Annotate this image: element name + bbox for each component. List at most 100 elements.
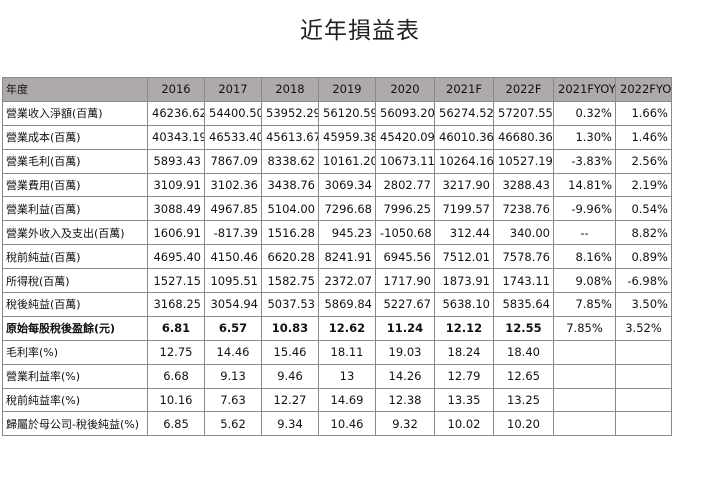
value-cell: 3288.43	[493, 172, 554, 198]
value-cell: 12.12	[434, 315, 494, 341]
value-cell: 1516.28	[261, 220, 319, 246]
yoy-cell: 7.85%	[553, 292, 616, 317]
value-cell: 6.68	[147, 363, 205, 389]
value-cell: 9.46	[261, 363, 319, 389]
value-cell: 56274.52	[434, 100, 494, 126]
value-cell: 10527.19	[493, 148, 554, 174]
value-cell: 6945.56	[375, 244, 435, 270]
value-cell: 4967.85	[204, 196, 262, 222]
value-cell: 6.81	[147, 315, 205, 341]
value-cell: 56093.20	[375, 100, 435, 126]
header-cell: 2021FYOY	[553, 77, 616, 102]
value-cell: 18.24	[434, 339, 494, 365]
value-cell: 7578.76	[493, 244, 554, 270]
table-row: 歸屬於母公司-稅後純益(%) 6.85 5.62 9.34 10.46 9.32 10.02…	[2, 411, 672, 437]
value-cell: 5104.00	[261, 196, 319, 222]
table-row: 毛利率(%) 12.75 14.46 15.46 18.11 19.03 18.24 18.4…	[2, 339, 672, 365]
value-cell: 5.62	[204, 411, 262, 437]
value-cell: 12.75	[147, 339, 205, 365]
yoy-cell	[553, 339, 616, 365]
value-cell: 13.25	[493, 387, 554, 413]
value-cell: 46680.36	[493, 124, 554, 150]
value-cell: 1527.15	[147, 268, 205, 294]
value-cell: 53952.29	[261, 100, 319, 126]
value-cell: 945.23	[318, 220, 376, 246]
value-cell: 7296.68	[318, 196, 376, 222]
value-cell: 10.02	[434, 411, 494, 437]
value-cell: 3109.91	[147, 172, 205, 198]
row-label: 營業毛利(百萬)	[2, 148, 148, 174]
yoy-cell	[615, 411, 672, 437]
yoy-cell: 2.19%	[615, 172, 672, 198]
value-cell: -1050.68	[375, 220, 435, 246]
yoy-cell	[553, 411, 616, 437]
value-cell: 46533.40	[204, 124, 262, 150]
value-cell: 7867.09	[204, 148, 262, 174]
yoy-cell: 2.56%	[615, 148, 672, 174]
value-cell: 12.65	[493, 363, 554, 389]
value-cell: 2802.77	[375, 172, 435, 198]
value-cell: 9.13	[204, 363, 262, 389]
value-cell: 312.44	[434, 220, 494, 246]
yoy-cell: 8.16%	[553, 244, 616, 270]
yoy-cell: 1.30%	[553, 124, 616, 150]
value-cell: 3168.25	[147, 292, 205, 317]
yoy-cell: -9.96%	[553, 196, 616, 222]
value-cell: 6.57	[204, 315, 262, 341]
value-cell: 10.20	[493, 411, 554, 437]
value-cell: 12.55	[493, 315, 554, 341]
value-cell: 1582.75	[261, 268, 319, 294]
value-cell: 8241.91	[318, 244, 376, 270]
value-cell: 6620.28	[261, 244, 319, 270]
value-cell: 7996.25	[375, 196, 435, 222]
value-cell: 3438.76	[261, 172, 319, 198]
row-label: 營業成本(百萬)	[2, 124, 148, 150]
yoy-cell	[615, 339, 672, 365]
table-row: 稅前純益(百萬) 4695.40 4150.46 6620.28 8241.91 6945…	[2, 244, 672, 270]
value-cell: 1095.51	[204, 268, 262, 294]
value-cell: 45420.09	[375, 124, 435, 150]
row-label: 稅後純益(百萬)	[2, 292, 148, 317]
value-cell: 8338.62	[261, 148, 319, 174]
value-cell: 56120.59	[318, 100, 376, 126]
value-cell: 9.34	[261, 411, 319, 437]
header-cell: 2021F	[434, 77, 494, 102]
header-label-cell: 年度	[2, 77, 148, 102]
value-cell: 3069.34	[318, 172, 376, 198]
value-cell: 1606.91	[147, 220, 205, 246]
table-row: 營業成本(百萬) 40343.19 46533.40 45613.67 45959.38…	[2, 124, 672, 150]
value-cell: 1873.91	[434, 268, 494, 294]
value-cell: 18.40	[493, 339, 554, 365]
value-cell: 5037.53	[261, 292, 319, 317]
table-row: 所得稅(百萬) 1527.15 1095.51 1582.75 2372.07 1717.…	[2, 268, 672, 294]
table-row: 營業外收入及支出(百萬) 1606.91 -817.39 1516.28 945.23-…	[2, 220, 672, 246]
value-cell: 12.62	[318, 315, 376, 341]
yoy-cell: 8.82%	[615, 220, 672, 246]
table-row: 營業毛利(百萬) 5893.43 7867.09 8338.62 10161.20 106…	[2, 148, 672, 174]
value-cell: 7512.01	[434, 244, 494, 270]
value-cell: 13.35	[434, 387, 494, 413]
value-cell: 7.63	[204, 387, 262, 413]
yoy-cell	[553, 387, 616, 413]
value-cell: 5869.84	[318, 292, 376, 317]
yoy-cell: 3.50%	[615, 292, 672, 317]
table-header-row: 年度 2016 2017 2018 2019 2020 2021F 2022F 2021FYOY…	[2, 77, 672, 102]
value-cell: 19.03	[375, 339, 435, 365]
row-label: 毛利率(%)	[2, 339, 148, 365]
yoy-cell: 7.85%	[553, 315, 616, 341]
yoy-cell	[615, 387, 672, 413]
row-label: 所得稅(百萬)	[2, 268, 148, 294]
value-cell: 46236.62	[147, 100, 205, 126]
yoy-cell: -6.98%	[615, 268, 672, 294]
value-cell: 57207.55	[493, 100, 554, 126]
value-cell: 18.11	[318, 339, 376, 365]
value-cell: 9.32	[375, 411, 435, 437]
value-cell: 12.79	[434, 363, 494, 389]
value-cell: 5227.67	[375, 292, 435, 317]
value-cell: 12.27	[261, 387, 319, 413]
value-cell: 12.38	[375, 387, 435, 413]
table-row: 營業利益率(%) 6.68 9.13 9.46 13 14.26 12.79 12.65	[2, 363, 672, 389]
yoy-cell: 1.46%	[615, 124, 672, 150]
page-title: 近年損益表	[300, 18, 420, 44]
value-cell: 7199.57	[434, 196, 494, 222]
